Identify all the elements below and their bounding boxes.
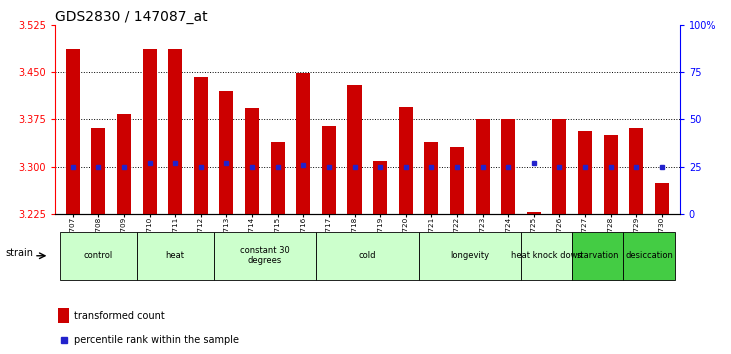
Bar [501,120,515,214]
Bar [624,232,675,280]
Bar [604,135,618,214]
Bar [213,232,316,280]
Bar [398,107,413,214]
Text: starvation: starvation [577,251,619,260]
Text: strain: strain [6,249,34,258]
Bar [316,232,419,280]
Text: control: control [84,251,113,260]
Bar [629,128,643,214]
Bar [91,128,105,214]
Bar [655,183,669,214]
Bar [137,232,213,280]
Bar [60,232,137,280]
Bar [527,212,541,214]
Text: percentile rank within the sample: percentile rank within the sample [74,335,238,344]
Bar [117,114,131,214]
Bar [219,91,233,214]
Text: cold: cold [359,251,376,260]
Bar [143,49,156,214]
Bar [521,232,572,280]
Bar [270,142,284,214]
Bar [66,49,80,214]
Bar [194,76,208,214]
Bar [572,232,624,280]
Bar [322,126,336,214]
Text: transformed count: transformed count [74,311,164,321]
Text: GDS2830 / 147087_at: GDS2830 / 147087_at [55,10,208,24]
Bar [245,108,259,214]
Bar [168,49,182,214]
Bar [578,131,592,214]
Bar [476,120,490,214]
Bar [424,142,439,214]
Text: constant 30
degrees: constant 30 degrees [240,246,289,266]
Bar [373,160,387,214]
Bar [347,85,362,214]
Text: desiccation: desiccation [625,251,673,260]
Bar [296,73,311,214]
Text: heat: heat [166,251,185,260]
Bar [419,232,521,280]
Text: heat knock down: heat knock down [511,251,583,260]
Bar [553,120,567,214]
Bar [450,147,464,214]
Bar [58,308,69,323]
Text: longevity: longevity [450,251,489,260]
